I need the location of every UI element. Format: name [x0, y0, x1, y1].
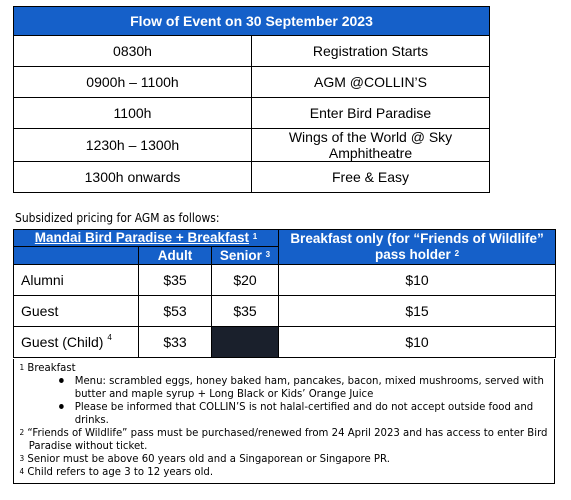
- footnote-1-sup: 1: [19, 363, 25, 372]
- flow-time: 0900h – 1100h: [13, 66, 252, 98]
- footnote-2-sup: 2: [19, 428, 25, 437]
- flow-row: 1300h onwards Free & Easy: [13, 161, 490, 193]
- flow-event: Registration Starts: [251, 35, 490, 67]
- footnote-3: 3 Senior must be above 60 years old and …: [20, 452, 551, 465]
- footnote-1-text: Breakfast: [27, 361, 76, 374]
- pricing-label: Alumni: [13, 264, 139, 296]
- flow-time: 1230h – 1300h: [13, 128, 252, 162]
- footnote-1: 1 Breakfast: [20, 361, 551, 374]
- pricing-senior: $20: [210, 264, 280, 296]
- flow-event: Wings of the World @ Sky Amphitheatre: [251, 128, 490, 162]
- flow-time: 0830h: [13, 35, 252, 67]
- flow-event: Enter Bird Paradise: [251, 97, 490, 129]
- pricing-row: Guest $53 $35 $15: [13, 295, 557, 327]
- footnote-2-text: “Friends of Wildlife” pass must be purch…: [27, 426, 548, 452]
- pricing-table: Mandai Bird Paradise + Breakfast 1 Break…: [12, 229, 557, 358]
- pricing-adult: $35: [138, 264, 212, 296]
- bullet-icon: [59, 404, 64, 409]
- flow-event: AGM @COLLIN’S: [251, 66, 490, 98]
- flow-time: 1300h onwards: [13, 161, 252, 193]
- pricing-label: Guest (Child): [21, 334, 104, 350]
- pricing-label-cell: Guest (Child) 4: [13, 326, 139, 358]
- col-group-1-label: Mandai Bird Paradise + Breakfast: [34, 230, 250, 245]
- flow-event: Free & Easy: [251, 161, 490, 193]
- pricing-senior-blocked: [210, 326, 280, 358]
- pricing-breakfast: $10: [278, 264, 557, 296]
- footnote-4: 4 Child refers to age 3 to 12 years old.: [20, 465, 551, 478]
- pricing-breakfast: $10: [278, 326, 557, 358]
- pricing-row: Guest (Child) 4 $33 $10: [13, 326, 557, 358]
- flow-time: 1100h: [13, 97, 252, 129]
- subheader-adult: Adult: [138, 246, 212, 265]
- flow-title: Flow of Event on 30 September 2023: [13, 6, 490, 36]
- flow-row: 0830h Registration Starts: [13, 35, 490, 67]
- pricing-adult: $53: [138, 295, 212, 327]
- footnote-4-text: Child refers to age 3 to 12 years old.: [27, 465, 214, 478]
- footnote-4-sup: 4: [19, 467, 25, 476]
- subheader-empty: [13, 246, 139, 265]
- pricing-row: Alumni $35 $20 $10: [13, 264, 557, 296]
- subheader-senior: Senior 3: [210, 246, 280, 265]
- footnote-2: 2 “Friends of Wildlife” pass must be pur…: [20, 426, 551, 452]
- bullet-icon: [59, 378, 64, 383]
- col-group-1-sup: 1: [252, 232, 258, 241]
- flow-row: 1100h Enter Bird Paradise: [13, 97, 490, 129]
- flow-row: 0900h – 1100h AGM @COLLIN’S: [13, 66, 490, 98]
- col-group-bird-paradise: Mandai Bird Paradise + Breakfast 1: [12, 229, 280, 247]
- footnote-bullet-halal: Please be informed that COLLIN’S is not …: [20, 400, 551, 426]
- col-group-2-sup: 2: [454, 249, 460, 258]
- pricing-senior: $35: [210, 295, 280, 327]
- flow-row: 1230h – 1300h Wings of the World @ Sky A…: [13, 128, 490, 162]
- footnotes-box: 1 Breakfast Menu: scrambled eggs, honey …: [13, 359, 555, 484]
- subheader-senior-sup: 3: [265, 249, 271, 259]
- footnote-3-text: Senior must be above 60 years old and a …: [27, 452, 390, 465]
- col-group-breakfast-only: Breakfast only (for “Friends of Wildlife…: [278, 229, 557, 265]
- footnote-bullet-halal-text: Please be informed that COLLIN’S is not …: [74, 400, 534, 426]
- flow-of-event-table: Flow of Event on 30 September 2023 0830h…: [13, 6, 490, 193]
- pricing-label-sup: 4: [107, 333, 112, 342]
- footnote-bullet-menu-text: Menu: scrambled eggs, honey baked ham, p…: [74, 374, 544, 400]
- pricing-subtitle: Subsidized pricing for AGM as follows:: [15, 210, 220, 225]
- pricing-breakfast: $15: [278, 295, 557, 327]
- footnote-3-sup: 3: [19, 454, 25, 463]
- flow-header-row: Flow of Event on 30 September 2023: [13, 6, 490, 36]
- col-group-2-label: Breakfast only (for “Friends of Wildlife…: [290, 231, 544, 262]
- pricing-adult: $33: [138, 326, 212, 358]
- footnote-bullet-menu: Menu: scrambled eggs, honey baked ham, p…: [20, 374, 551, 400]
- subheader-senior-label: Senior: [219, 247, 262, 263]
- pricing-label: Guest: [13, 295, 139, 327]
- pricing-header-row: Mandai Bird Paradise + Breakfast 1 Break…: [12, 229, 557, 265]
